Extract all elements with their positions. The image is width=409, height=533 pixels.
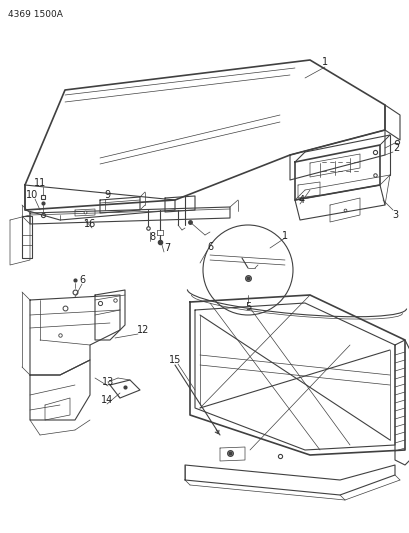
Text: 5: 5 (244, 302, 250, 312)
Text: 2: 2 (392, 143, 398, 153)
Text: 3: 3 (391, 210, 397, 220)
Text: 8: 8 (148, 232, 155, 242)
Text: 1: 1 (321, 57, 327, 67)
Text: 6: 6 (79, 275, 85, 285)
Text: 4: 4 (298, 195, 304, 205)
Text: 6: 6 (207, 242, 213, 252)
Text: 7: 7 (164, 243, 170, 253)
Text: 10: 10 (26, 190, 38, 200)
Text: 14: 14 (101, 395, 113, 405)
Text: 1: 1 (281, 231, 288, 241)
Text: 4369 1500A: 4369 1500A (8, 10, 63, 19)
Text: 9: 9 (104, 190, 110, 200)
Text: 15: 15 (169, 355, 181, 365)
Text: 13: 13 (101, 377, 114, 387)
Text: 12: 12 (137, 325, 149, 335)
Text: 11: 11 (34, 178, 46, 188)
Text: 16: 16 (84, 219, 96, 229)
